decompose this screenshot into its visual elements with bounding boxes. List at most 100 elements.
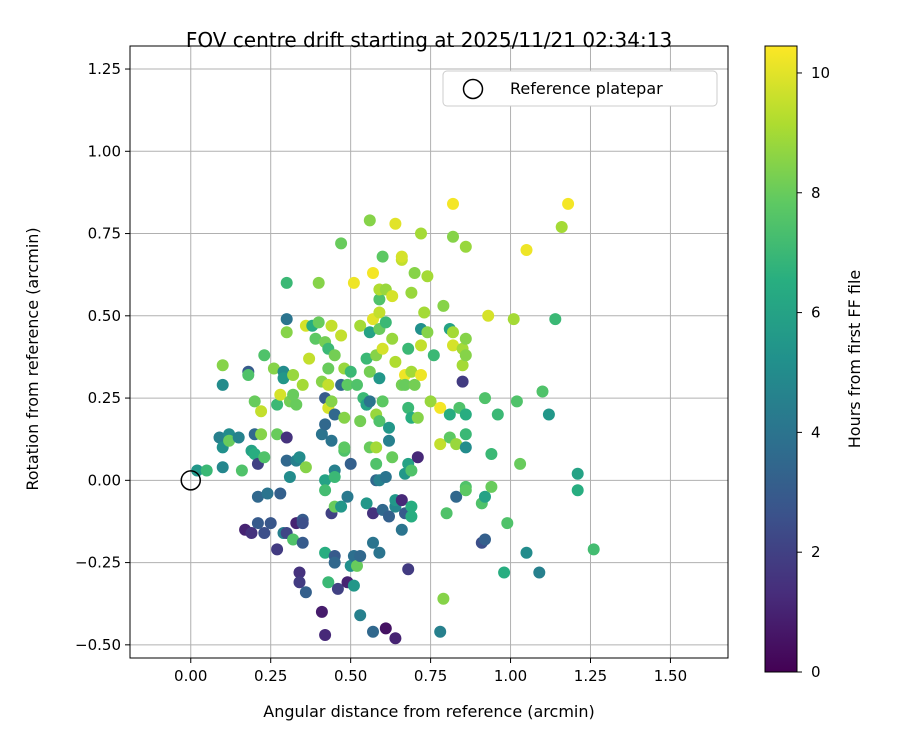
data-point: [235, 464, 248, 477]
data-point: [248, 395, 261, 408]
data-point: [296, 536, 309, 549]
data-point: [514, 457, 527, 470]
data-point: [258, 527, 271, 539]
data-point: [479, 533, 491, 546]
data-point: [328, 349, 341, 362]
colorbar-gradient: [764, 45, 798, 673]
data-point: [360, 352, 373, 365]
data-point: [232, 431, 245, 444]
data-point: [328, 471, 341, 483]
y-tick-label: 0.75: [88, 225, 121, 243]
data-point: [555, 221, 568, 233]
data-point: [319, 474, 332, 487]
x-tick-label: 1.25: [574, 667, 607, 685]
data-point: [315, 428, 328, 441]
data-point: [459, 484, 472, 497]
data-point: [335, 329, 348, 342]
data-point: [520, 244, 533, 256]
axes-frame: [129, 45, 729, 659]
data-point: [383, 421, 395, 434]
data-point: [280, 454, 293, 467]
data-point: [367, 267, 379, 279]
data-point: [335, 500, 348, 513]
data-point: [379, 622, 392, 635]
data-point: [319, 484, 332, 497]
chart-title: FOV centre drift starting at 2025/11/21 …: [186, 28, 672, 52]
y-ticks: −0.50 −0.25 0.00 0.25 0.50 0.75 1.00 1.25: [75, 60, 130, 654]
data-point: [319, 418, 332, 431]
data-point: [344, 457, 357, 470]
data-point: [376, 395, 389, 408]
data-point: [216, 461, 229, 474]
data-point: [280, 326, 293, 339]
data-point: [434, 625, 447, 638]
data-point: [571, 467, 584, 480]
data-point: [434, 438, 447, 451]
data-point: [549, 313, 562, 326]
data-point: [437, 299, 450, 312]
data-point: [363, 326, 376, 339]
data-point: [367, 536, 379, 549]
data-point: [587, 543, 600, 556]
data-point: [264, 517, 277, 530]
data-point: [459, 349, 472, 362]
data-point: [347, 276, 360, 289]
data-point: [242, 369, 255, 381]
data-point: [325, 319, 338, 332]
data-point: [373, 372, 386, 385]
data-point: [373, 306, 386, 319]
data-point: [271, 543, 284, 556]
data-point: [360, 497, 373, 510]
x-tick-label: 0.75: [414, 667, 447, 685]
legend-box: [442, 70, 718, 107]
y-tick-label: 0.25: [88, 389, 121, 407]
data-point: [379, 316, 392, 329]
data-point: [434, 401, 447, 414]
data-point: [341, 490, 354, 503]
data-point: [319, 629, 332, 641]
data-point: [309, 332, 322, 345]
data-point: [447, 197, 459, 210]
y-axis-label: Rotation from reference (arcmin): [23, 227, 42, 490]
data-point: [255, 428, 268, 441]
data-point: [424, 395, 437, 408]
data-point: [379, 471, 392, 483]
y-tick-label: 0.00: [88, 471, 121, 489]
data-point: [351, 559, 363, 572]
data-point: [456, 359, 469, 372]
data-point: [363, 395, 376, 408]
colorbar-tick-label: 10: [811, 64, 830, 82]
data-point: [479, 490, 491, 503]
data-point: [562, 197, 575, 210]
data-point: [267, 362, 280, 375]
reference-platepar-marker: [180, 470, 202, 491]
y-tick-label: 1.00: [88, 142, 121, 160]
data-point: [479, 392, 491, 405]
x-tick-label: 0.50: [334, 667, 367, 685]
data-point: [389, 217, 402, 230]
data-point: [338, 441, 351, 454]
x-tick-label: 1.50: [654, 667, 687, 685]
data-point: [341, 378, 354, 391]
data-point: [536, 385, 549, 398]
data-point: [373, 293, 386, 306]
data-point: [216, 378, 229, 391]
data-point: [315, 605, 328, 618]
data-point: [411, 451, 424, 464]
legend-marker: [462, 78, 484, 100]
data-point: [389, 632, 402, 645]
data-point: [299, 461, 312, 474]
data-point: [370, 457, 383, 470]
data-point: [485, 480, 498, 493]
data-point: [411, 411, 424, 424]
data-point: [347, 579, 360, 592]
data-point: [447, 230, 459, 243]
data-point: [402, 563, 415, 576]
data-point: [447, 339, 459, 352]
data-point: [447, 326, 459, 339]
data-point: [274, 487, 287, 500]
legend: Reference platepar: [442, 70, 718, 107]
data-point: [386, 451, 399, 464]
data-point: [223, 434, 236, 447]
